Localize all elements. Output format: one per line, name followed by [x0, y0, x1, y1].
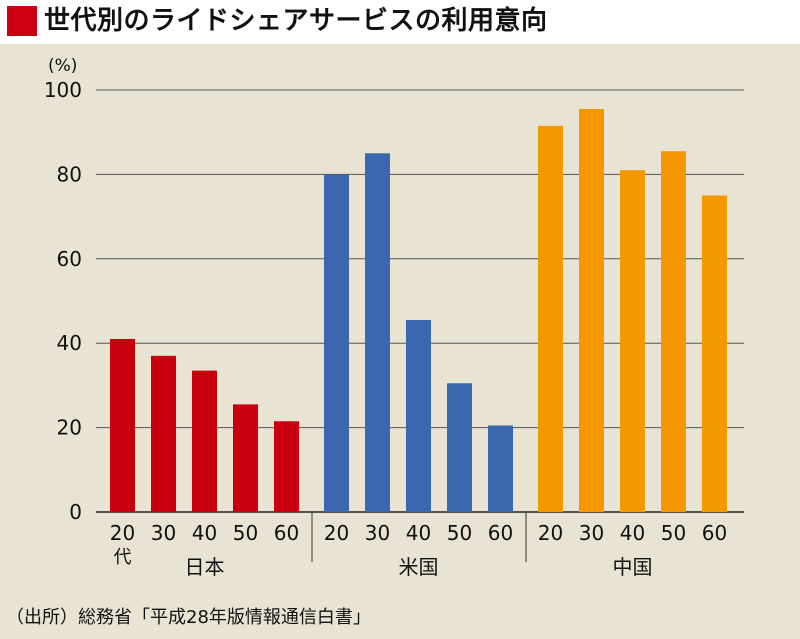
bar-米国-30 [365, 153, 390, 513]
group-label-日本: 日本 [185, 555, 225, 579]
bar-米国-50 [447, 383, 472, 512]
bar-中国-40 [620, 170, 645, 512]
x-tick-label-日本-60: 60 [274, 521, 299, 545]
x-tick-label-日本-20: 20 [110, 521, 135, 545]
y-tick-label-40: 40 [57, 331, 82, 355]
x-tick-label-米国-40: 40 [406, 521, 431, 545]
y-tick-label-20: 20 [57, 416, 82, 440]
category-suffix-label: 代 [114, 547, 132, 568]
chart-title: 世代別のライドシェアサービスの利用意向 [44, 6, 548, 36]
group-label-米国: 米国 [399, 555, 439, 579]
bar-中国-50 [661, 151, 686, 512]
x-tick-label-米国-20: 20 [324, 521, 349, 545]
bar-日本-20 [110, 338, 135, 512]
x-tick-label-日本-30: 30 [151, 521, 176, 545]
bar-米国-40 [406, 319, 431, 512]
chart: (%) 0 20 40 60 80 100 20 30 40 50 60 日本 20 30 40 50 60 米国 2… [44, 56, 744, 579]
x-tick-label-中国-30: 30 [579, 521, 604, 545]
y-tick-label-80: 80 [57, 162, 82, 186]
bar-中国-30 [579, 108, 604, 513]
title-marker [7, 6, 37, 36]
y-unit-label: (%) [48, 56, 77, 76]
bar-米国-20 [324, 174, 349, 512]
bar-中国-60 [702, 195, 727, 512]
x-tick-label-中国-50: 50 [661, 521, 686, 545]
x-tick-label-中国-20: 20 [538, 521, 563, 545]
x-tick-label-中国-40: 40 [620, 521, 645, 545]
y-tick-label-100: 100 [44, 78, 82, 102]
y-tick-label-60: 60 [57, 247, 82, 271]
title-bar: 世代別のライドシェアサービスの利用意向 [0, 0, 800, 44]
bar-米国-60 [488, 425, 513, 512]
x-tick-label-米国-60: 60 [488, 521, 513, 545]
x-tick-label-日本-50: 50 [233, 521, 258, 545]
source-note: （出所）総務省「平成28年版情報通信白書」 [6, 607, 371, 628]
y-tick-label-0: 0 [69, 500, 82, 524]
bar-日本-40 [192, 370, 217, 512]
x-tick-label-米国-50: 50 [447, 521, 472, 545]
x-tick-label-中国-60: 60 [702, 521, 727, 545]
x-tick-label-日本-40: 40 [192, 521, 217, 545]
x-tick-label-米国-30: 30 [365, 521, 390, 545]
bar-日本-30 [151, 355, 176, 512]
group-label-中国: 中国 [613, 555, 653, 579]
bar-中国-20 [538, 125, 563, 513]
bar-日本-60 [274, 421, 299, 512]
bar-日本-50 [233, 404, 258, 512]
